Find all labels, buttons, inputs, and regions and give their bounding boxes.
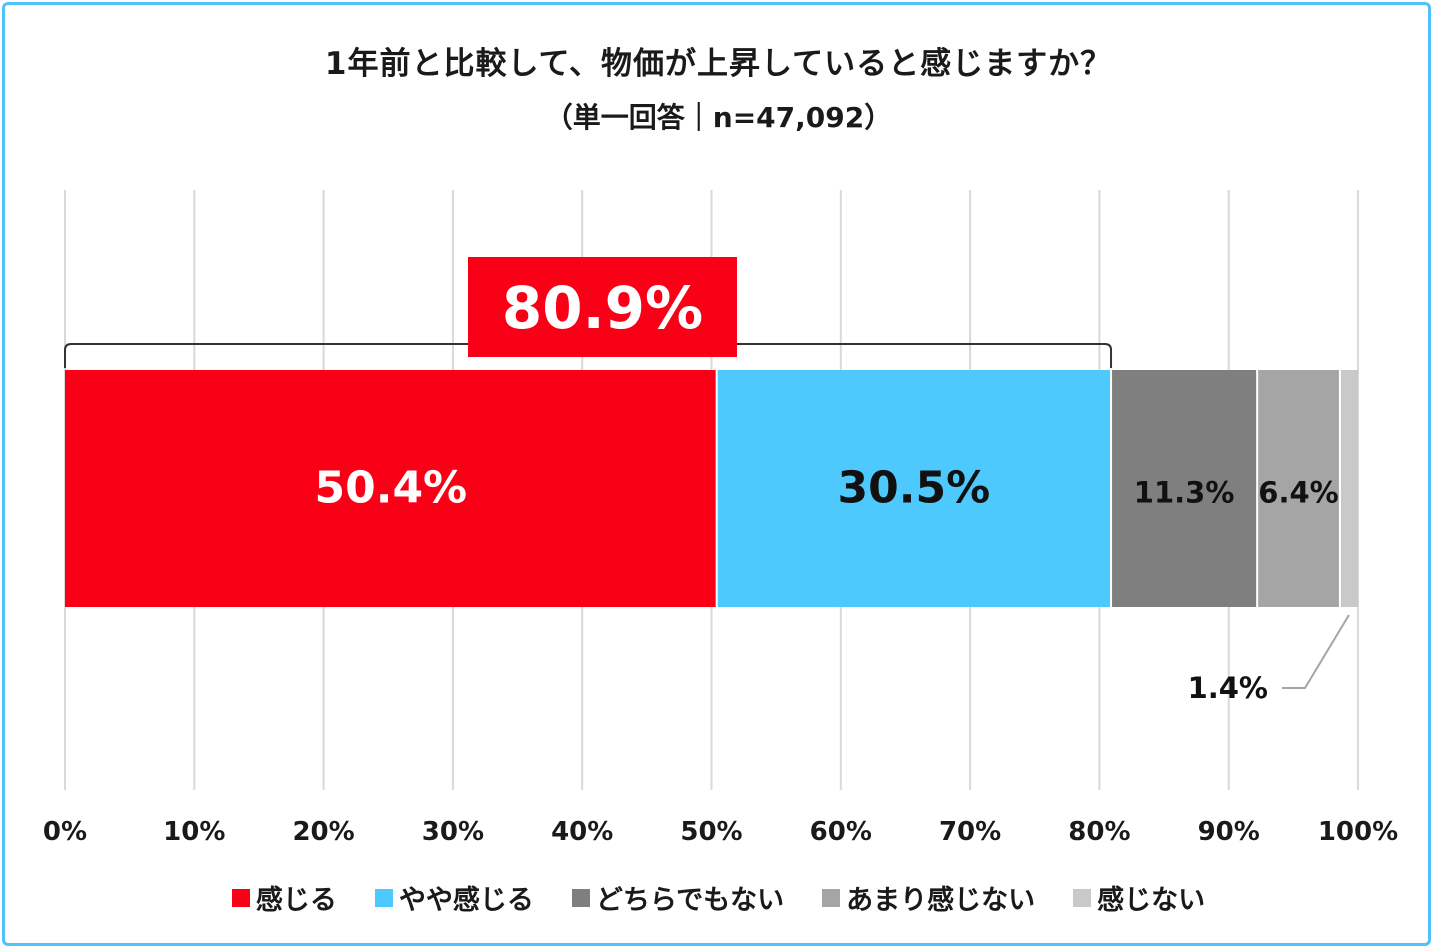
legend-swatch: [571, 888, 590, 907]
chart-legend: 感じる やや感じる どちらでもない あまり感じない 感じない: [0, 878, 1437, 917]
data-label: 1.4%: [1188, 671, 1268, 705]
x-tick-label: 10%: [163, 817, 225, 847]
data-label: 6.4%: [1258, 476, 1338, 510]
legend-label: 感じない: [1097, 885, 1206, 916]
legend-swatch: [822, 888, 841, 907]
legend-swatch: [1073, 888, 1092, 907]
x-tick-label: 80%: [1068, 817, 1130, 847]
leader-line: [1282, 614, 1350, 689]
legend-item: 感じる: [231, 878, 337, 917]
legend-swatch: [374, 888, 393, 907]
x-tick-label: 50%: [680, 817, 742, 847]
chart-title: 1年前と比較して、物価が上昇していると感じますか？: [324, 46, 1113, 82]
legend-label: どちらでもない: [595, 885, 785, 916]
bracket-left: [64, 343, 468, 368]
bar-segment: [1111, 370, 1258, 607]
callout-label: 80.9%: [502, 274, 703, 342]
bar-segment: [716, 370, 1112, 607]
legend-item: どちらでもない: [571, 878, 785, 917]
x-tick-label: 60%: [810, 817, 872, 847]
callout-box: [468, 257, 737, 357]
legend-swatch: [231, 888, 250, 907]
bar-segment: [1257, 370, 1340, 607]
legend-label: あまり感じない: [846, 885, 1036, 916]
x-tick-label: 100%: [1318, 817, 1398, 847]
legend-item: あまり感じない: [822, 878, 1035, 917]
legend-label: やや感じる: [398, 885, 534, 916]
bracket-right: [737, 343, 1113, 368]
legend-item: 感じない: [1073, 878, 1205, 917]
data-label: 11.3%: [1134, 476, 1235, 510]
legend-label: 感じる: [255, 885, 337, 916]
data-label: 30.5%: [838, 463, 991, 514]
x-tick-label: 90%: [1198, 817, 1260, 847]
x-tick-label: 70%: [939, 817, 1001, 847]
bar-segment: [1339, 370, 1358, 607]
x-tick-label: 40%: [551, 817, 613, 847]
data-label: 50.4%: [315, 463, 468, 514]
x-tick-label: 0%: [43, 817, 87, 847]
legend-item: やや感じる: [374, 878, 534, 917]
chart-subtitle: （単一回答｜n=47,092）: [544, 101, 893, 134]
x-tick-label: 30%: [422, 817, 484, 847]
bar-segment: [65, 370, 717, 607]
x-tick-label: 20%: [292, 817, 354, 847]
